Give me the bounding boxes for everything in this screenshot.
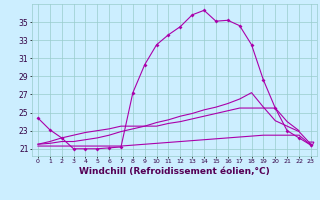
X-axis label: Windchill (Refroidissement éolien,°C): Windchill (Refroidissement éolien,°C) (79, 167, 270, 176)
